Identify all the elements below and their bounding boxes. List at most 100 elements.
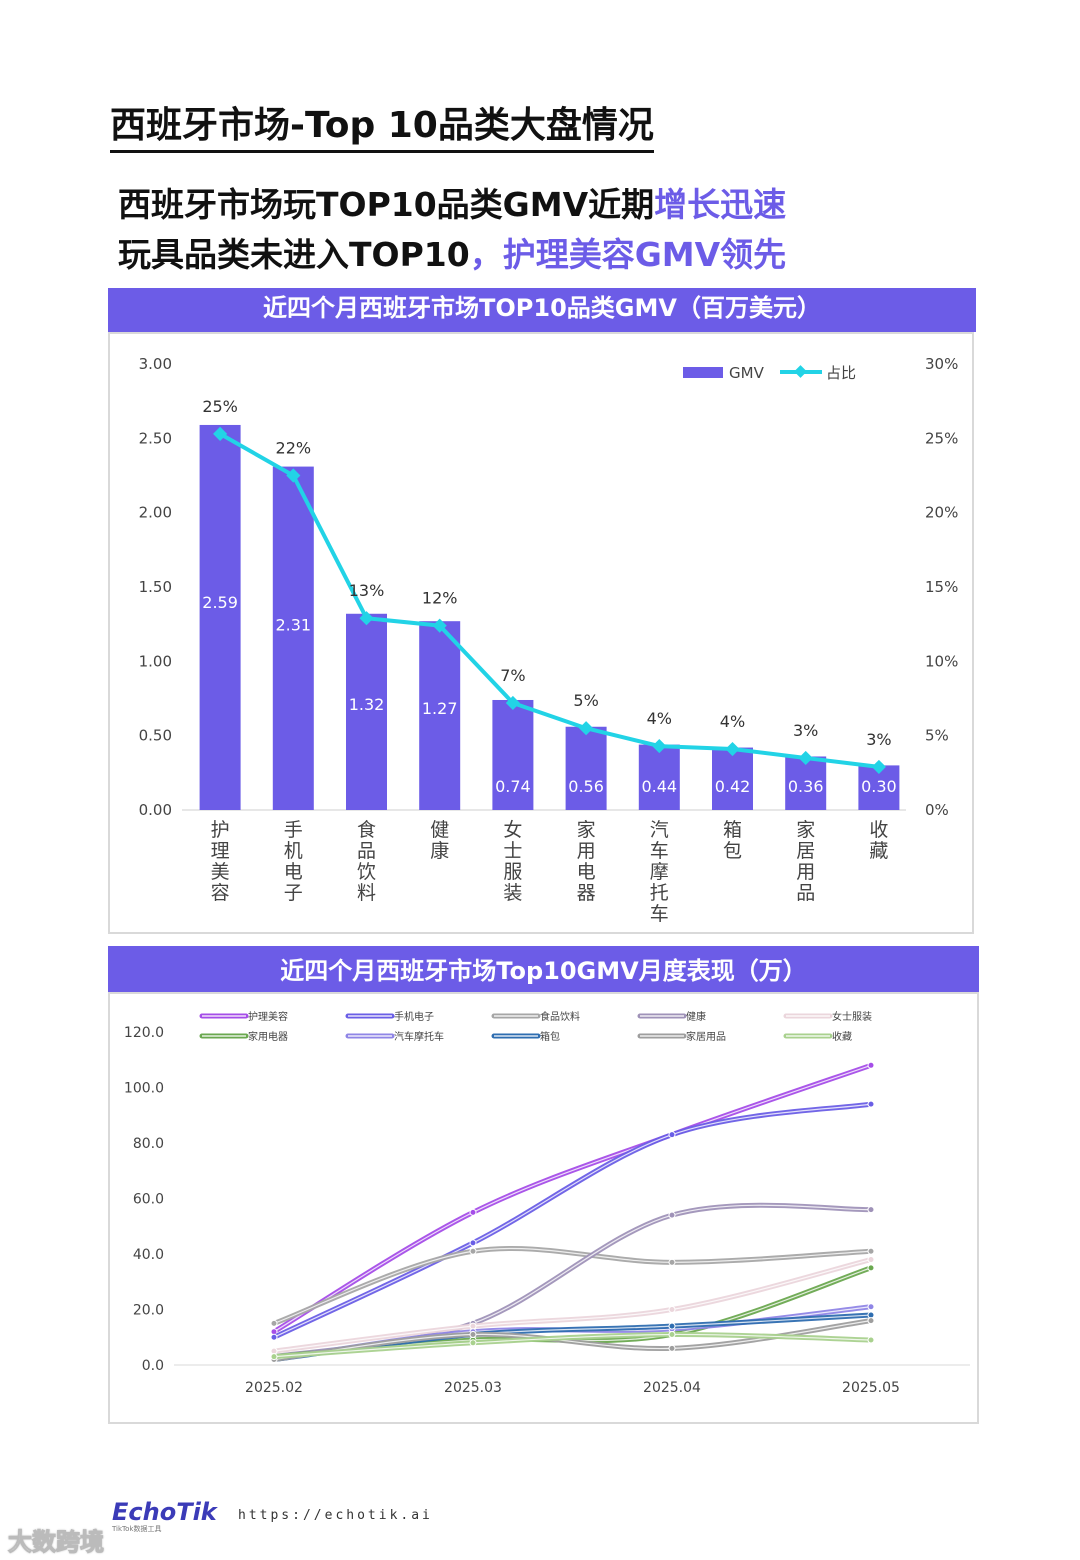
bar-gmv	[638, 744, 680, 810]
headline-line-2: 玩具品类未进入TOP10，护理美容GMV领先	[118, 228, 786, 276]
y-right-tick-label: 25%	[925, 429, 958, 447]
legend-gmv-swatch	[683, 367, 723, 378]
y-left-tick-label: 1.00	[139, 652, 172, 670]
series-point	[668, 1131, 676, 1139]
bar-gmv	[492, 699, 534, 810]
series-point	[867, 1100, 875, 1108]
bar-gmv	[199, 424, 241, 810]
line-share-marker	[798, 750, 813, 766]
line-share-label: 4%	[647, 709, 672, 728]
footer-url[interactable]: https://echotik.ai	[238, 1508, 433, 1523]
line-share	[219, 432, 880, 769]
bar-gmv	[346, 613, 387, 810]
legend-label: 汽车摩托车	[394, 1030, 444, 1043]
line-share-marker	[359, 611, 374, 626]
bar-gmv	[419, 621, 461, 810]
x-category-label: 健康	[430, 819, 449, 862]
line-share-marker	[652, 739, 667, 754]
series-point	[270, 1319, 278, 1327]
x-category-label: 护理美容	[211, 819, 230, 904]
page-title: 西班牙市场-Top 10品类大盘情况	[110, 96, 654, 153]
series-line	[271, 1062, 874, 1335]
series-point	[668, 1211, 676, 1219]
x-category-label: 家用电器	[577, 819, 596, 904]
series-line-highlight	[273, 1333, 872, 1358]
y-tick-label: 80.0	[133, 1136, 164, 1152]
legend-label: 收藏	[832, 1030, 852, 1043]
y-tick-label: 20.0	[133, 1303, 164, 1319]
x-category-label: 手机电子	[284, 819, 303, 904]
series-point	[270, 1333, 278, 1341]
line-share-label: 4%	[720, 712, 745, 731]
headline-line-2-text: 玩具品类未进入TOP10	[118, 235, 470, 274]
bar-gmv	[565, 726, 607, 810]
y-left-tick-label: 2.00	[139, 504, 172, 522]
echotik-tagline: TikTok数据工具	[112, 1525, 162, 1533]
headline-line-1: 西班牙市场玩TOP10品类GMV近期增长迅速	[118, 178, 786, 226]
series-point	[469, 1339, 477, 1347]
series-point	[867, 1336, 875, 1344]
x-category-label: 女士服装	[503, 819, 522, 904]
series-line-highlight	[273, 1247, 872, 1324]
x-tick-label: 2025.04	[643, 1380, 701, 1396]
y-tick-label: 60.0	[133, 1192, 164, 1208]
y-left-tick-label: 2.50	[139, 429, 172, 447]
series-point	[867, 1264, 875, 1272]
line-share-label: 3%	[866, 730, 891, 749]
series-point	[867, 1206, 875, 1214]
headline-line-1-text: 西班牙市场玩TOP10品类GMV近期	[118, 185, 655, 224]
headline-line-1-highlight: 增长迅速	[654, 185, 787, 224]
x-tick-label: 2025.03	[444, 1380, 502, 1396]
line-share-label: 3%	[793, 721, 818, 740]
series-point	[469, 1239, 477, 1247]
x-tick-label: 2025.05	[842, 1380, 900, 1396]
line-share-marker	[432, 618, 447, 633]
series-line-highlight	[273, 1258, 872, 1352]
bar-value-label: 2.59	[202, 593, 238, 612]
series-point	[867, 1303, 875, 1311]
chart2-header: 近四个月西班牙市场Top10GMV月度表现（万）	[108, 946, 979, 992]
legend-share-marker	[794, 365, 807, 378]
echotik-logo: EchoTik	[112, 1498, 217, 1526]
bar-gmv	[272, 466, 314, 810]
y-left-tick-label: 0.00	[139, 801, 172, 819]
bar-value-label: 0.30	[861, 777, 897, 796]
y-tick-label: 100.0	[124, 1081, 164, 1097]
legend-gmv-label: GMV	[729, 364, 765, 382]
series-point	[867, 1256, 875, 1264]
bar-value-label: 0.44	[641, 777, 677, 796]
chart1-panel: 3.00 2.50 2.00 1.50 1.00 0.50 0.00 30% 25% 20% 15%…	[108, 332, 974, 934]
x-category-label: 收藏	[869, 819, 888, 862]
line-share-marker	[213, 426, 228, 441]
series-point	[270, 1353, 278, 1361]
line-share-label: 22%	[276, 439, 312, 458]
bar-value-label: 0.74	[495, 777, 531, 796]
bar-value-label: 1.32	[349, 695, 385, 714]
line-share-label: 25%	[202, 397, 238, 416]
bar-value-label: 0.36	[788, 777, 824, 796]
y-left-tick-label: 0.50	[139, 727, 172, 745]
x-tick-label: 2025.02	[245, 1380, 303, 1396]
series-point	[469, 1330, 477, 1338]
series-point	[867, 1061, 875, 1069]
legend-share-label: 占比	[826, 364, 856, 382]
series-line-highlight	[273, 1064, 872, 1333]
series-point	[668, 1322, 676, 1330]
line-share-label: 12%	[422, 589, 458, 608]
bar-value-label: 0.42	[715, 777, 751, 796]
series-point	[867, 1247, 875, 1255]
series-point	[668, 1258, 676, 1266]
bar-value-label: 2.31	[275, 616, 311, 635]
y-right-tick-label: 30%	[925, 355, 958, 373]
chart1-header: 近四个月西班牙市场TOP10品类GMV（百万美元）	[108, 288, 976, 332]
series-point	[469, 1247, 477, 1255]
bar-value-label: 0.56	[568, 777, 604, 796]
x-category-label: 箱包	[723, 819, 742, 862]
chart2-panel: 120.0 100.0 80.0 60.0 40.0 20.0 0.0 2025.02 2025…	[108, 992, 979, 1424]
bar-value-label: 1.27	[422, 699, 458, 718]
series-line-highlight	[273, 1103, 872, 1338]
line-share-label: 7%	[500, 666, 525, 685]
line-share-marker	[725, 741, 740, 757]
y-right-tick-label: 10%	[925, 652, 958, 670]
x-category-label: 家居用品	[796, 819, 815, 904]
